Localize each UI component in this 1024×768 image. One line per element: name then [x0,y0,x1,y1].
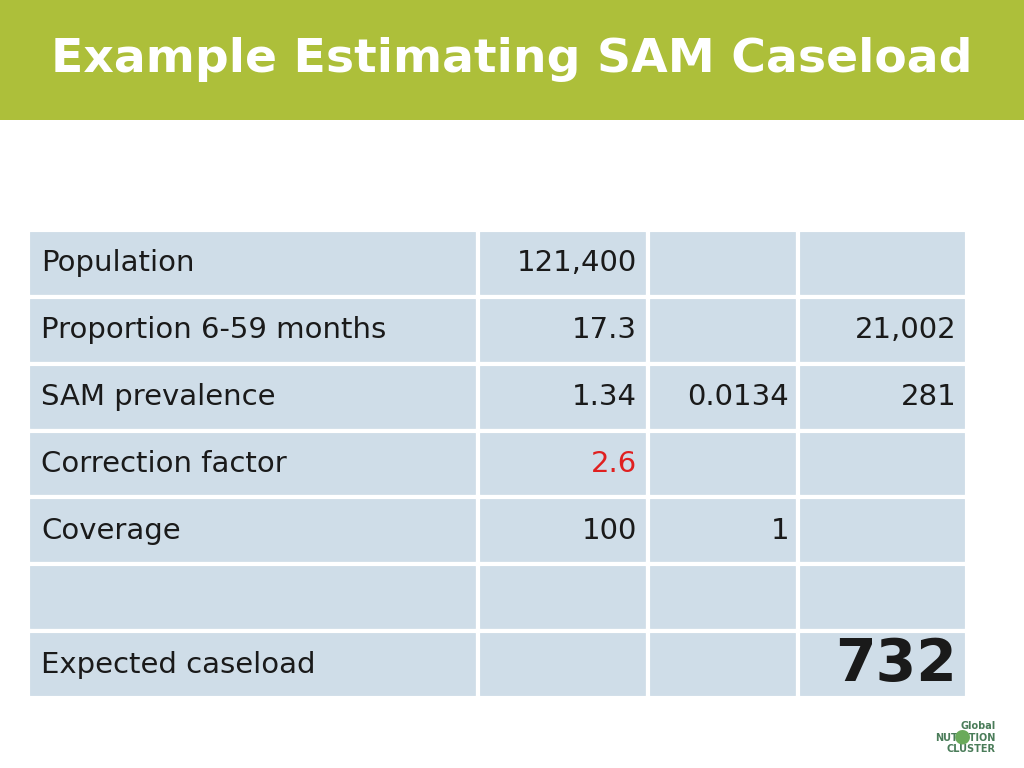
Bar [647,297,798,364]
Text: 121,400: 121,400 [517,250,637,277]
Bar [478,431,647,498]
Bar [0,0,1024,120]
Text: 281: 281 [901,383,956,411]
Bar [798,364,967,431]
Text: 1: 1 [771,517,790,545]
Bar [798,564,967,631]
Bar [478,631,647,698]
Bar [28,631,478,698]
Bar [478,364,647,431]
Text: Population: Population [41,250,195,277]
Bar [798,297,967,364]
Text: 2.6: 2.6 [591,450,637,478]
Text: Example Estimating SAM Caseload: Example Estimating SAM Caseload [51,38,973,82]
Text: 0.0134: 0.0134 [688,383,790,411]
Bar [798,498,967,564]
Bar [28,364,478,431]
Text: 1.34: 1.34 [572,383,637,411]
Text: 100: 100 [582,517,637,545]
Bar [798,230,967,297]
Bar [647,364,798,431]
Bar [478,564,647,631]
Bar [798,631,967,698]
Bar [28,498,478,564]
Bar [647,498,798,564]
Bar [478,498,647,564]
Bar [647,230,798,297]
Bar [28,564,478,631]
Bar [478,230,647,297]
Bar [647,631,798,698]
Text: ●: ● [954,727,971,745]
Text: Coverage: Coverage [41,517,181,545]
Text: Proportion 6-59 months: Proportion 6-59 months [41,316,387,344]
Bar [28,431,478,498]
Text: 17.3: 17.3 [572,316,637,344]
Bar [478,297,647,364]
Text: Expected caseload: Expected caseload [41,650,315,679]
Bar [647,564,798,631]
Bar [647,431,798,498]
Text: Correction factor: Correction factor [41,450,287,478]
Text: Global
NUTRITION
CLUSTER: Global NUTRITION CLUSTER [935,721,995,754]
Text: 732: 732 [835,636,956,693]
Bar [798,431,967,498]
Bar [28,297,478,364]
Text: SAM prevalence: SAM prevalence [41,383,275,411]
Bar [28,230,478,297]
Text: 21,002: 21,002 [855,316,956,344]
